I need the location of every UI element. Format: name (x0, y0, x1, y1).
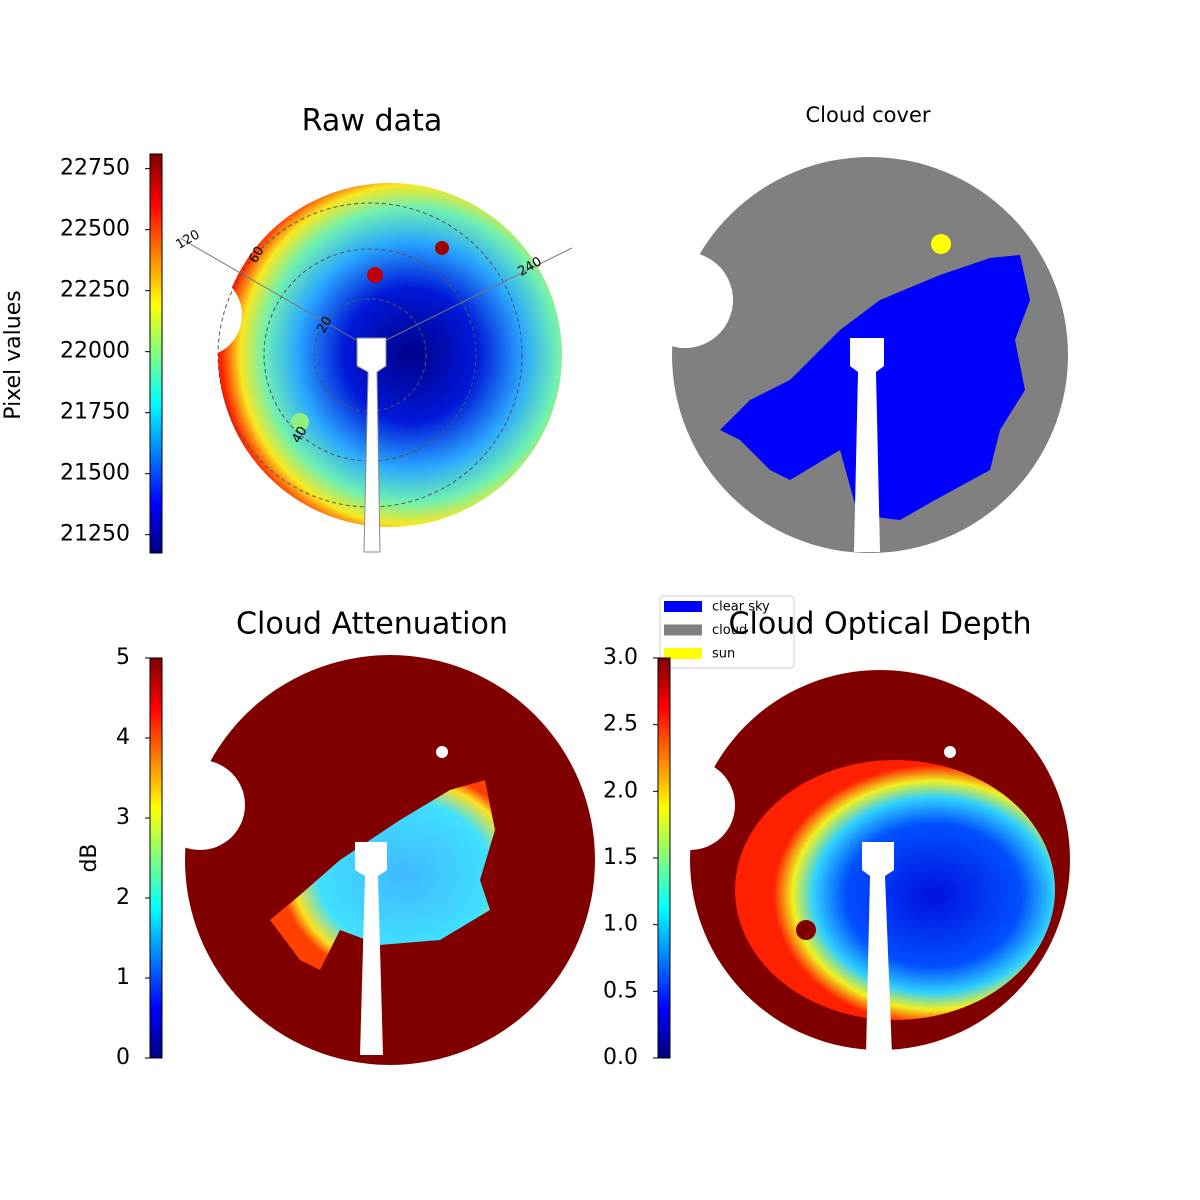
legend-swatch (664, 648, 702, 659)
colorbar-tick-label: 22250 (60, 278, 130, 303)
colorbar-tick-label: 0.0 (603, 1045, 638, 1070)
legend-label: sun (712, 647, 735, 662)
colorbar-tick-label: 5 (116, 645, 130, 670)
colorbar-tick-label: 0.5 (603, 978, 638, 1003)
raw-image (158, 183, 573, 553)
colorbar-tick-label: 21750 (60, 400, 130, 425)
legend-label: cloud (712, 623, 747, 638)
colorbar-tick-label: 2.0 (603, 778, 638, 803)
colorbar (149, 657, 163, 1059)
colorbar-label: Pixel values (1, 290, 26, 419)
panel-title: Raw data (302, 104, 443, 139)
legend-label: clear sky (712, 600, 770, 615)
polar-label: 40 (289, 424, 310, 446)
colorbar-tick-label: 22000 (60, 339, 130, 364)
colorbar-tick-label: 2.5 (603, 712, 638, 737)
colorbar-tick-label: 1.5 (603, 845, 638, 870)
colorbar-tick-label: 21250 (60, 522, 130, 547)
polar-label: 20 (314, 314, 335, 336)
colorbar-tick-label: 3.0 (603, 645, 638, 670)
colorbar-tick-label: 4 (116, 725, 130, 750)
panel-title: Cloud Attenuation (236, 607, 508, 642)
colorbar (657, 657, 671, 1059)
panel-title: Cloud cover (805, 103, 930, 127)
colorbar-tick-label: 0 (116, 1045, 130, 1070)
colorbar-tick-label: 2 (116, 885, 130, 910)
legend-swatch (664, 624, 702, 636)
polar-label: 60 (246, 244, 267, 266)
optical-depth-image (645, 670, 1070, 1055)
colorbar-tick-label: 21500 (60, 461, 130, 486)
colorbar-tick-label: 22750 (60, 156, 130, 181)
legend-swatch (664, 601, 702, 612)
colorbar-label: dB (77, 843, 102, 872)
colorbar-tick-label: 3 (116, 805, 130, 830)
panel-title: Cloud Optical Depth (728, 607, 1031, 642)
cloud-cover-image (637, 157, 1068, 553)
colorbar (149, 153, 163, 554)
colorbar-tick-label: 1.0 (603, 912, 638, 937)
attenuation-image (155, 655, 595, 1065)
colorbar-tick-label: 22500 (60, 217, 130, 242)
colorbar-tick-label: 1 (116, 965, 130, 990)
